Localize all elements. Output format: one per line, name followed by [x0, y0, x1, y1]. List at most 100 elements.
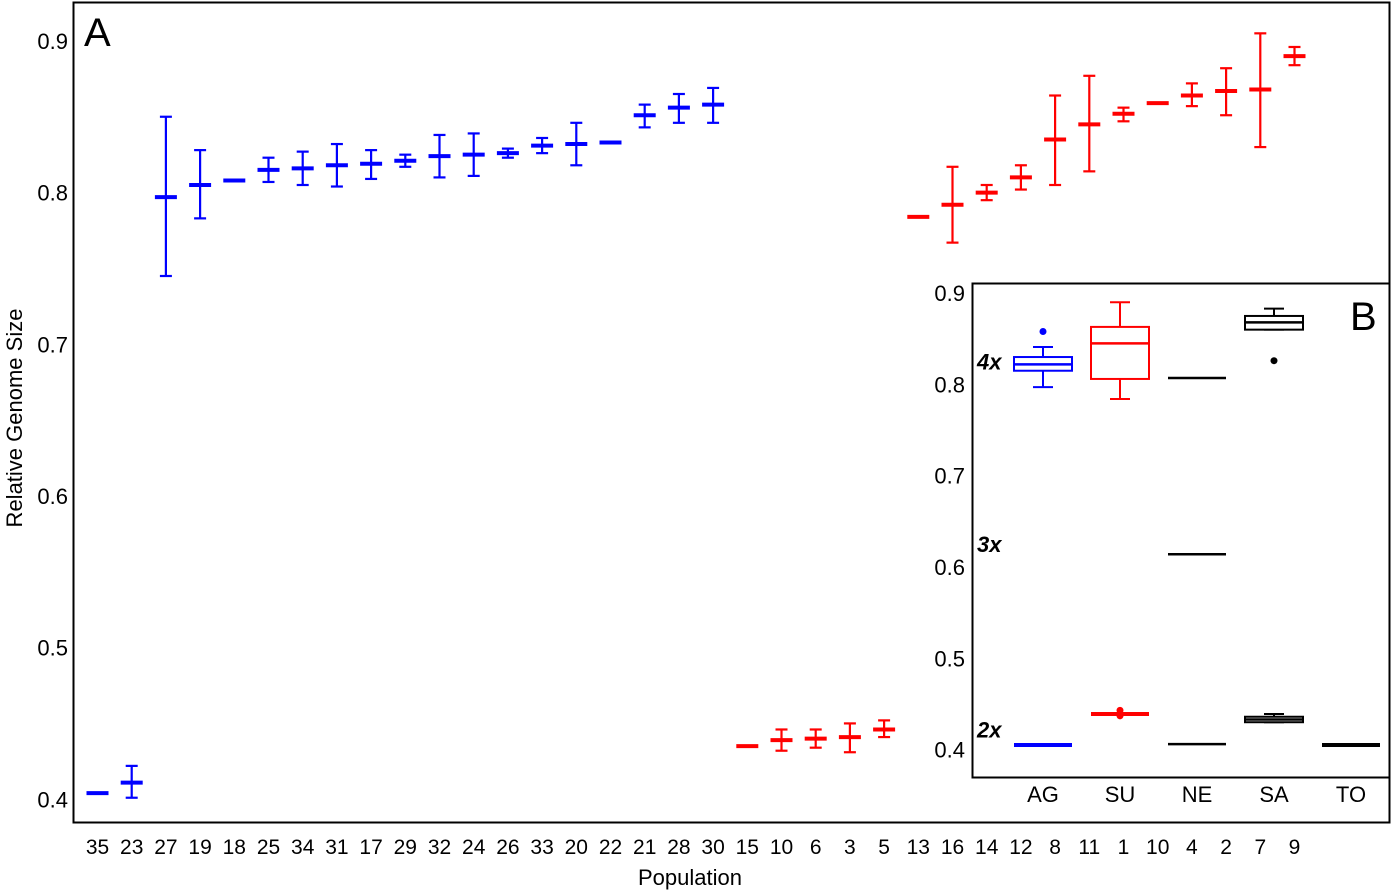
- panel-a-x-tick-label: 31: [325, 836, 348, 859]
- boxplot-sa-2x: [1244, 713, 1304, 724]
- panel-a-x-tick-label: 35: [86, 836, 109, 859]
- panel-b-y-tick-label: 0.5: [934, 646, 965, 671]
- panel-a-x-tick-label: 3: [844, 836, 856, 859]
- error-bar-pop-21: [633, 103, 656, 129]
- error-bar-pop-10: [770, 728, 793, 752]
- panel-b-boxplots: [1013, 301, 1380, 748]
- x-axis-label: Population: [638, 865, 742, 890]
- error-bar-pop-12: [1009, 164, 1032, 191]
- boxplot-outlier: [1039, 327, 1047, 335]
- panel-a-x-tick-label: 34: [291, 836, 315, 859]
- panel-a-y-tick-label: 0.8: [37, 181, 68, 206]
- panel-a-x-tick-label: 14: [975, 836, 999, 859]
- panel-a-x-tick-label: 10: [770, 836, 793, 859]
- panel-a-x-tick-label: 18: [223, 836, 246, 859]
- panel-a-x-tick-label: 28: [667, 836, 690, 859]
- panel-b-y-tick-label: 0.7: [934, 464, 965, 489]
- panel-a-y-tick-label: 0.5: [37, 636, 68, 661]
- error-bar-pop-32: [428, 133, 451, 179]
- panel-a-x-tick-label: 30: [701, 836, 724, 859]
- panel-a-x-tick-label: 11: [1078, 836, 1100, 859]
- y-axis-label: Relative Genome Size: [2, 309, 27, 528]
- panel-a-x-tick-label: 5: [878, 836, 890, 859]
- panel-a-x-tick-label: 33: [530, 836, 553, 859]
- error-bar-pop-31: [325, 142, 348, 188]
- error-bar-pop-1: [1112, 106, 1135, 123]
- error-bar-pop-2: [1215, 67, 1238, 117]
- error-bar-pop-25: [257, 156, 280, 184]
- panel-b-x-tick-label: AG: [1027, 782, 1059, 807]
- error-bar-pop-33: [531, 136, 554, 155]
- error-bar-pop-23: [120, 764, 143, 799]
- error-bar-pop-17: [360, 149, 383, 181]
- panel-b-y-tick-label: 0.6: [934, 555, 965, 580]
- panel-a-label: A: [84, 11, 111, 55]
- error-bar-pop-24: [462, 132, 485, 177]
- panel-a-x-tick-label: 8: [1049, 836, 1061, 859]
- error-bar-pop-5: [873, 719, 896, 739]
- panel-a-x-tick-label: 27: [154, 836, 177, 859]
- ploidy-label: 4x: [976, 350, 1002, 375]
- boxplot-outlier: [1116, 706, 1124, 714]
- panel-a-y-ticks: 0.4 0.5 0.6 0.7 0.8 0.9: [37, 29, 68, 812]
- boxplot-su-4x: [1090, 301, 1150, 401]
- boxplot-outlier: [1270, 357, 1278, 365]
- panel-a-x-tick-label: 19: [188, 836, 211, 859]
- panel-a-x-tick-label: 17: [359, 836, 382, 859]
- panel-a-x-tick-label: 21: [633, 836, 656, 859]
- panel-b-y-tick-label: 0.8: [934, 372, 965, 397]
- error-bar-pop-16: [941, 165, 964, 244]
- panel-a-x-tick-label: 13: [907, 836, 930, 859]
- panel-a-x-tick-label: 1: [1118, 836, 1130, 859]
- error-bar-pop-14: [975, 183, 998, 202]
- panel-a-x-tick-label: 7: [1254, 836, 1266, 859]
- panel-a-x-tick-label: 2: [1220, 836, 1232, 859]
- panel-a-y-tick-label: 0.6: [37, 484, 68, 509]
- panel-a-x-tick-label: 20: [565, 836, 588, 859]
- panel-b-label: B: [1350, 295, 1377, 339]
- ploidy-label: 3x: [977, 532, 1002, 557]
- error-bar-pop-29: [394, 153, 417, 168]
- error-bar-pop-7: [1249, 32, 1272, 149]
- error-bar-pop-26: [496, 147, 519, 159]
- boxplot-box: [1090, 325, 1150, 380]
- panel-a-x-tick-label: 12: [1009, 836, 1032, 859]
- panel-a-x-tick-label: 9: [1289, 836, 1301, 859]
- panel-b-x-tick-label: TO: [1336, 782, 1366, 807]
- panel-a-y-tick-label: 0.4: [37, 787, 68, 812]
- error-bar-pop-28: [667, 92, 690, 124]
- error-bar-pop-8: [1044, 94, 1067, 187]
- error-bar-pop-19: [189, 149, 212, 220]
- panel-b-x-tick-label: NE: [1182, 782, 1213, 807]
- panel-a-x-tick-label: 6: [810, 836, 822, 859]
- boxplot-ag-4x: [1013, 327, 1073, 389]
- panel-a-x-tick-label: 16: [941, 836, 964, 859]
- error-bar-pop-4: [1180, 82, 1203, 108]
- panel-a-x-tick-label: 29: [394, 836, 417, 859]
- panel-a-x-tick-label: 4: [1186, 836, 1198, 859]
- boxplot-su-2x: [1091, 706, 1149, 720]
- panel-a-x-tick-label: 10: [1146, 836, 1169, 859]
- panel-b-y-tick-label: 0.9: [934, 281, 965, 306]
- ploidy-label: 2x: [976, 718, 1002, 743]
- panel-a-error-bars: [86, 32, 1306, 799]
- error-bar-pop-11: [1078, 74, 1101, 173]
- boxplot-sa-4x: [1244, 307, 1304, 365]
- error-bar-pop-3: [838, 722, 861, 754]
- panel-a-x-tick-label: 23: [120, 836, 143, 859]
- error-bar-pop-34: [291, 150, 314, 187]
- panel-b-x-tick-label: SU: [1105, 782, 1136, 807]
- panel-b-x-tick-label: SA: [1259, 782, 1289, 807]
- panel-b-y-ticks: 0.4 0.5 0.6 0.7 0.8 0.9: [934, 281, 965, 762]
- panel-a-x-tick-label: 22: [599, 836, 622, 859]
- panel-a-y-tick-label: 0.7: [37, 332, 68, 357]
- error-bar-pop-30: [702, 86, 725, 124]
- panel-b-ploidy-labels: 4x 3x 2x: [976, 350, 1002, 743]
- panel-a-x-tick-label: 26: [496, 836, 519, 859]
- panel-a-y-tick-label: 0.9: [37, 29, 68, 54]
- error-bar-pop-27: [154, 115, 177, 278]
- panel-b-inset: B 0.4 0.5 0.6 0.7 0.8 0.9 AG SU NE SA TO 4x 3x 2x: [934, 281, 1391, 807]
- error-bar-pop-6: [804, 728, 827, 749]
